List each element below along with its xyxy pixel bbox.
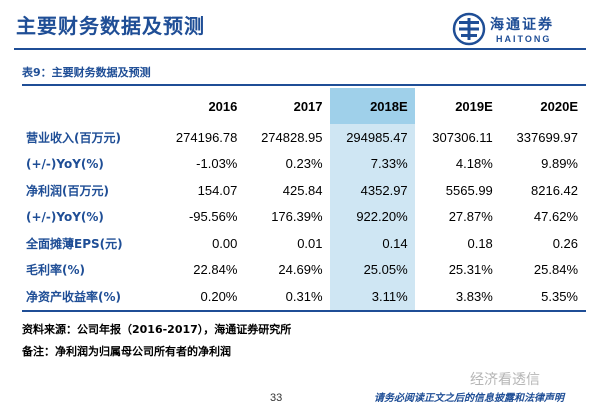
table-cell: 274196.78 xyxy=(175,129,238,145)
logo-english-name: HAITONG xyxy=(496,34,552,44)
table-cell: 3.83% xyxy=(455,288,493,304)
haitong-logo: 海通证券 HAITONG xyxy=(452,12,592,48)
column-header: 2020E xyxy=(540,98,578,114)
highlight-column-2018e xyxy=(330,88,415,310)
table-cell: 8216.42 xyxy=(531,182,578,198)
logo-chinese-name: 海通证券 xyxy=(490,17,554,33)
table-row: 净资产收益率(%) 0.20% 0.31% 3.11% 3.83% 5.35% xyxy=(22,283,586,310)
row-label: (+/-)YoY(%) xyxy=(26,156,104,171)
haitong-emblem-icon xyxy=(452,12,486,46)
table-cell: 47.62% xyxy=(533,209,578,225)
table-cell: 0.20% xyxy=(200,288,238,304)
table-cell: 0.26 xyxy=(552,235,578,251)
table-cell: 5565.99 xyxy=(445,182,493,198)
page-number: 33 xyxy=(270,392,283,404)
row-label: (+/-)YoY(%) xyxy=(26,209,104,224)
table-cell: 25.31% xyxy=(448,262,493,278)
legal-disclaimer: 请务必阅读正文之后的信息披露和法律声明 xyxy=(374,393,564,404)
table-cell: 27.87% xyxy=(448,209,493,225)
table-top-rule xyxy=(22,84,586,86)
row-label: 毛利率(%) xyxy=(26,263,85,278)
row-label: 营业收入(百万元) xyxy=(26,130,121,145)
table-cell: 337699.97 xyxy=(516,129,578,145)
table-cell: 25.84% xyxy=(533,262,578,278)
table-cell: -95.56% xyxy=(188,209,238,225)
table-cell: 274828.95 xyxy=(261,129,323,145)
table-cell: 307306.11 xyxy=(432,129,493,145)
table-cell: 22.84% xyxy=(193,262,238,278)
table-cell: 3.11% xyxy=(371,288,408,304)
table-cell: 176.39% xyxy=(271,209,323,225)
table-cell: 0.01 xyxy=(297,235,323,251)
table-cell: 7.33% xyxy=(370,156,408,172)
table-cell: 24.69% xyxy=(278,262,323,278)
title-divider xyxy=(14,48,586,50)
financial-forecast-table: 2016 2017 2018E 2019E 2020E 营业收入(百万元) 27… xyxy=(22,88,586,310)
table-cell: 425.84 xyxy=(282,182,323,198)
column-header: 2019E xyxy=(455,98,493,114)
table-cell: 0.23% xyxy=(285,156,323,172)
table-cell: 0.18 xyxy=(467,235,493,251)
table-cell: 922.20% xyxy=(356,209,408,225)
table-cell: 9.89% xyxy=(541,156,578,172)
table-row: 营业收入(百万元) 274196.78 274828.95 294985.47 … xyxy=(22,124,586,151)
remark-label: 备注： xyxy=(22,345,55,358)
row-label: 净资产收益率(%) xyxy=(26,289,121,304)
row-label: 全面摊薄EPS(元) xyxy=(26,236,123,251)
table-row: (+/-)YoY(%) -95.56% 176.39% 922.20% 27.8… xyxy=(22,204,586,231)
watermark: 经济看透信 xyxy=(470,372,540,388)
table-row: 净利润(百万元) 154.07 425.84 4352.97 5565.99 8… xyxy=(22,177,586,204)
table-caption: 表9：主要财务数据及预测 xyxy=(22,66,151,79)
table-cell: 0.00 xyxy=(212,235,238,251)
table-row: 全面摊薄EPS(元) 0.00 0.01 0.14 0.18 0.26 xyxy=(22,230,586,257)
table-header-row: 2016 2017 2018E 2019E 2020E xyxy=(22,88,586,124)
column-header: 2017 xyxy=(293,98,323,114)
table-cell: 0.14 xyxy=(382,235,408,251)
remark-text: 净利润为归属母公司所有者的净利润 xyxy=(55,345,231,358)
table-cell: 294985.47 xyxy=(346,129,408,145)
source-note: 资料来源：公司年报（2016-2017），海通证券研究所 xyxy=(22,323,292,336)
table-cell: 5.35% xyxy=(541,288,578,304)
table-cell: 25.05% xyxy=(363,262,408,278)
table-cell: 154.07 xyxy=(197,182,238,198)
row-label: 净利润(百万元) xyxy=(26,183,109,198)
column-header: 2018E xyxy=(370,98,408,114)
table-cell: 4352.97 xyxy=(360,182,408,198)
table-cell: 4.18% xyxy=(455,156,493,172)
table-bottom-rule xyxy=(22,310,586,312)
page-title: 主要财务数据及预测 xyxy=(16,14,205,38)
remark-note: 备注：净利润为归属母公司所有者的净利润 xyxy=(22,343,231,359)
column-header: 2016 xyxy=(208,98,238,114)
highlight-column-header-2018e xyxy=(330,88,415,124)
table-row: 毛利率(%) 22.84% 24.69% 25.05% 25.31% 25.84… xyxy=(22,257,586,284)
table-cell: -1.03% xyxy=(196,156,238,172)
table-row: (+/-)YoY(%) -1.03% 0.23% 7.33% 4.18% 9.8… xyxy=(22,151,586,178)
table-cell: 0.31% xyxy=(285,288,323,304)
corner-cell xyxy=(22,88,160,124)
